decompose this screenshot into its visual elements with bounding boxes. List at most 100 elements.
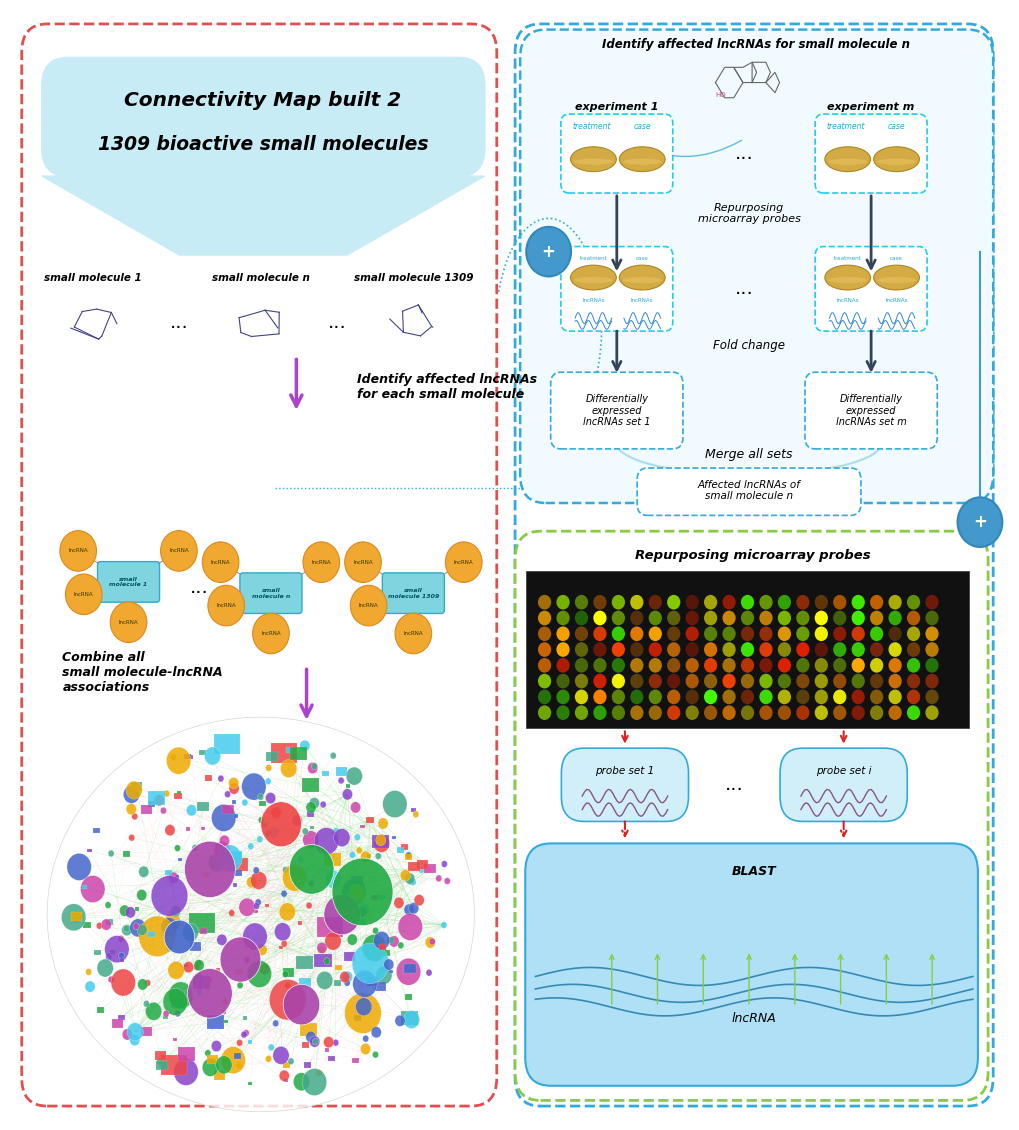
Circle shape [575,594,588,609]
FancyBboxPatch shape [123,851,130,857]
FancyBboxPatch shape [324,1049,329,1052]
Text: probe set i: probe set i [815,766,870,776]
Circle shape [397,942,404,949]
FancyBboxPatch shape [112,1019,123,1028]
Circle shape [221,1046,246,1074]
Circle shape [556,689,569,704]
FancyBboxPatch shape [314,954,331,967]
Circle shape [869,705,882,720]
Circle shape [575,626,588,641]
FancyBboxPatch shape [392,836,396,840]
Ellipse shape [570,147,615,172]
Text: treatment: treatment [825,122,864,131]
Text: case: case [890,255,902,261]
Circle shape [217,935,226,946]
FancyBboxPatch shape [310,826,314,829]
Circle shape [648,610,661,625]
FancyBboxPatch shape [190,941,201,950]
Circle shape [183,962,194,973]
Circle shape [165,825,175,836]
Circle shape [611,673,625,688]
FancyBboxPatch shape [345,784,350,788]
Circle shape [348,884,365,902]
Circle shape [796,689,809,704]
Circle shape [281,890,286,897]
Circle shape [240,1032,247,1038]
Circle shape [556,594,569,609]
Circle shape [271,807,281,818]
Circle shape [350,585,386,626]
FancyBboxPatch shape [329,924,336,930]
Text: 1309 bioactive small molecules: 1309 bioactive small molecules [98,136,428,154]
Circle shape [204,747,220,765]
Circle shape [229,783,238,794]
FancyBboxPatch shape [282,968,293,977]
Circle shape [851,610,864,625]
Circle shape [924,673,937,688]
FancyBboxPatch shape [383,950,390,956]
Ellipse shape [619,266,664,290]
Circle shape [208,854,224,872]
Circle shape [289,844,333,894]
Circle shape [375,853,381,860]
Circle shape [796,626,809,641]
Circle shape [224,791,230,798]
Circle shape [630,673,643,688]
Circle shape [274,923,290,941]
Circle shape [869,673,882,688]
Text: Fold change: Fold change [712,339,785,351]
Circle shape [306,902,312,909]
Circle shape [333,828,350,846]
Circle shape [129,919,146,937]
Circle shape [356,846,362,853]
Circle shape [869,658,882,672]
Circle shape [575,658,588,672]
Circle shape [575,642,588,657]
Ellipse shape [623,277,661,284]
Circle shape [611,610,625,625]
FancyBboxPatch shape [106,919,113,924]
Circle shape [332,827,338,834]
Circle shape [360,851,370,862]
Text: ...: ... [170,313,189,332]
Ellipse shape [47,718,474,1112]
FancyBboxPatch shape [200,928,207,933]
Circle shape [373,931,389,949]
Circle shape [924,658,937,672]
Circle shape [906,658,919,672]
Circle shape [575,705,588,720]
FancyBboxPatch shape [343,951,355,960]
Ellipse shape [873,266,918,290]
Circle shape [814,689,827,704]
Circle shape [357,906,367,918]
Circle shape [255,899,261,905]
Circle shape [537,689,550,704]
Circle shape [777,658,791,672]
Circle shape [320,801,326,808]
Circle shape [126,1023,143,1041]
Text: lncRNAs: lncRNAs [836,297,858,303]
Circle shape [243,923,267,950]
Circle shape [146,1002,162,1020]
Circle shape [118,936,124,942]
Circle shape [67,853,92,880]
Circle shape [203,871,209,878]
Circle shape [593,673,606,688]
FancyBboxPatch shape [352,1058,359,1063]
Circle shape [353,971,377,998]
FancyBboxPatch shape [360,825,364,828]
Circle shape [351,802,361,812]
Circle shape [630,610,643,625]
Circle shape [160,531,197,571]
FancyBboxPatch shape [184,990,192,996]
FancyBboxPatch shape [271,744,297,764]
Circle shape [251,871,267,889]
Circle shape [796,610,809,625]
Circle shape [394,614,431,654]
Circle shape [703,594,716,609]
Circle shape [410,879,416,886]
Circle shape [593,610,606,625]
Circle shape [648,689,661,704]
FancyBboxPatch shape [189,755,194,758]
FancyBboxPatch shape [299,979,310,988]
